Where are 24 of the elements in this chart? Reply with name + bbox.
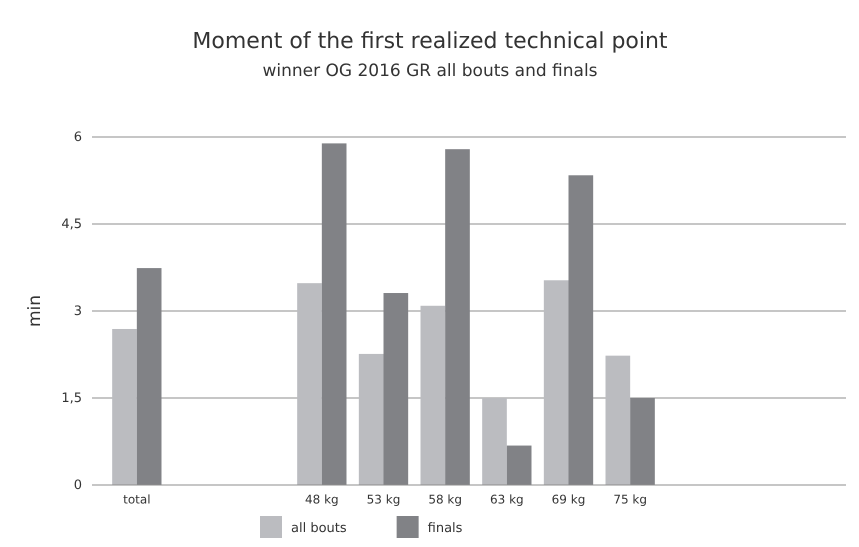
bar [544,280,568,485]
x-tick-label: 69 kg [552,492,586,507]
bar [482,398,507,485]
x-tick-label: 53 kg [366,492,400,507]
y-tick-label: 4,5 [61,217,82,232]
bar [358,354,384,485]
bar [112,328,137,485]
x-tick-label: 58 kg [428,492,462,507]
y-tick-label: 1,5 [61,391,82,406]
x-tick-label: 63 kg [490,492,524,507]
x-tick-label: 75 kg [613,492,647,507]
bar [606,356,630,485]
bar [297,283,322,485]
chart-subtitle: winner OG 2016 GR all bouts and finals [262,61,598,81]
y-axis-title: min [25,294,45,328]
chart-title: Moment of the first realized technical point [192,29,668,54]
x-tick-label: total [123,492,151,507]
legend-label: all bouts [291,521,347,536]
y-tick-label: 3 [74,304,82,320]
y-tick-label: 6 [74,130,82,146]
bar [420,306,446,485]
legend-label: finals [428,521,463,536]
x-tick-label: 48 kg [305,492,339,507]
y-tick-label: 0 [74,478,82,494]
